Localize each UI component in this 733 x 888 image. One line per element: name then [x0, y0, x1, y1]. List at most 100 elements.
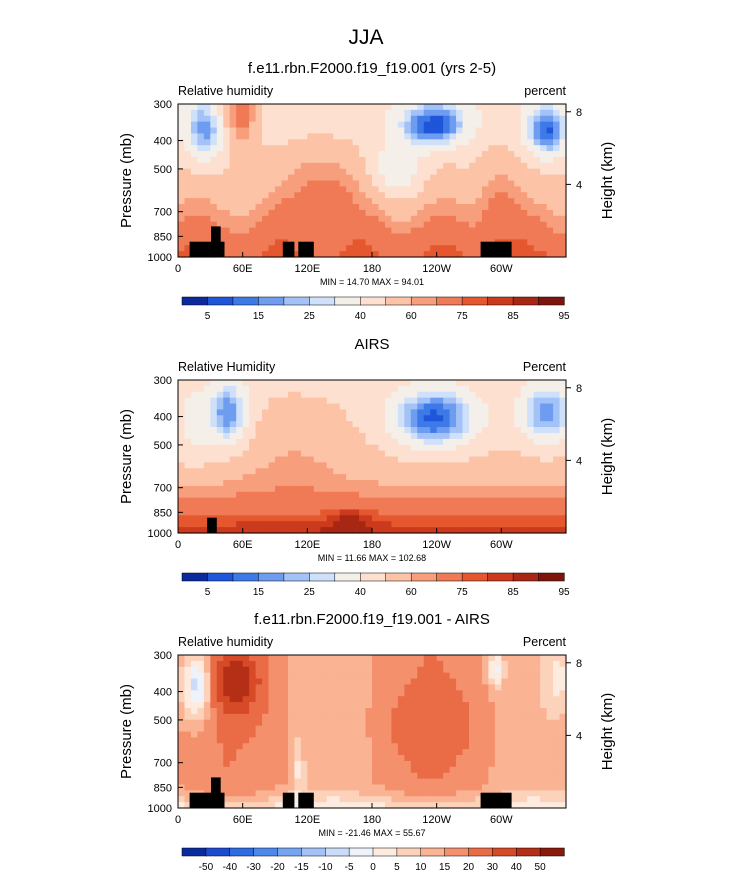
heatmap-cell: [559, 462, 567, 469]
heatmap-cell: [281, 784, 289, 791]
heatmap-cell: [520, 215, 528, 223]
heatmap-cell: [236, 409, 244, 416]
heatmap-cell: [372, 151, 380, 158]
heatmap-cell: [352, 497, 360, 505]
heatmap-cell: [216, 731, 224, 738]
heatmap-cell: [249, 215, 257, 223]
heatmap-cell: [520, 239, 528, 246]
heatmap-cell: [449, 790, 457, 797]
heatmap-cell: [469, 672, 477, 680]
heatmap-cell: [313, 655, 321, 662]
heatmap-cell: [397, 139, 405, 146]
heatmap-cell: [378, 684, 386, 691]
heatmap-cell: [242, 690, 250, 697]
heatmap-cell: [540, 743, 548, 750]
heatmap-cell: [481, 162, 489, 170]
heatmap-cell: [281, 421, 289, 428]
heatmap-cell: [378, 690, 386, 697]
heatmap-cell: [320, 497, 328, 505]
heatmap-cell: [178, 737, 186, 744]
heatmap-cell: [359, 104, 367, 111]
heatmap-cell: [494, 109, 502, 117]
heatmap-cell: [229, 743, 237, 750]
heatmap-cell: [346, 251, 354, 258]
heatmap-cell: [281, 684, 289, 691]
heatmap-cell: [365, 684, 373, 691]
heatmap-cell: [546, 133, 554, 140]
heatmap-cell: [456, 115, 464, 123]
heatmap-cell: [527, 151, 535, 158]
heatmap-cell: [469, 485, 477, 493]
heatmap-cell: [184, 133, 192, 140]
heatmap-cell: [326, 168, 334, 176]
heatmap-cell: [410, 215, 418, 223]
heatmap-cell: [300, 186, 308, 193]
heatmap-cell: [443, 749, 451, 756]
heatmap-cell: [397, 743, 405, 750]
colorbar-swatch: [468, 847, 494, 857]
heatmap-cell: [333, 245, 341, 252]
heatmap-cell: [229, 427, 237, 434]
heatmap-cell: [462, 397, 470, 405]
heatmap-cell: [391, 139, 399, 146]
heatmap-cell: [184, 186, 192, 193]
heatmap-cell: [507, 749, 515, 756]
y-tick-label: 700: [154, 758, 172, 770]
heatmap-cell: [197, 456, 205, 463]
heatmap-cell: [223, 497, 231, 505]
heatmap-cell: [391, 432, 399, 440]
heatmap-cell: [255, 221, 263, 229]
heatmap-cell: [507, 204, 515, 211]
heatmap-cell: [281, 198, 289, 205]
heatmap-cell: [184, 755, 192, 762]
heatmap-cell: [287, 731, 295, 738]
heatmap-cell: [514, 462, 522, 469]
heatmap-cell: [210, 655, 218, 662]
heatmap-cell: [449, 737, 457, 744]
colorbar-swatch: [444, 847, 470, 857]
heatmap-cell: [242, 127, 250, 135]
heatmap-cell: [501, 515, 509, 522]
heatmap-cell: [372, 696, 380, 703]
heatmap-cell: [410, 456, 418, 463]
heatmap-cell: [236, 713, 244, 721]
heatmap-cell: [494, 391, 502, 399]
heatmap-cell: [210, 109, 218, 117]
heatmap-cell: [430, 527, 438, 534]
heatmap-cell: [346, 227, 354, 235]
heatmap-cell: [430, 796, 438, 803]
heatmap-cell: [352, 491, 360, 499]
heatmap-cell: [262, 227, 270, 235]
heatmap-cell: [546, 151, 554, 158]
heatmap-cell: [456, 204, 464, 211]
heatmap-cell: [359, 772, 367, 780]
heatmap-cell: [378, 380, 386, 387]
heatmap-cell: [527, 180, 535, 187]
heatmap-cell: [397, 766, 405, 774]
heatmap-cell: [223, 215, 231, 223]
heatmap-cell: [294, 778, 302, 786]
heatmap-cell: [520, 749, 528, 756]
heatmap-cell: [443, 731, 451, 738]
heatmap-cell: [339, 456, 347, 463]
heatmap-cell: [339, 713, 347, 721]
heatmap-cell: [320, 151, 328, 158]
heatmap-cell: [507, 696, 515, 703]
heatmap-cell: [443, 151, 451, 158]
heatmap-cell: [346, 760, 354, 768]
x-tick-label: 60W: [490, 814, 513, 826]
heatmap-cell: [346, 696, 354, 703]
heatmap-cell: [372, 707, 380, 715]
heatmap-cell: [307, 468, 315, 475]
heatmap-cell: [352, 468, 360, 475]
heatmap-cell: [339, 221, 347, 229]
heatmap-cell: [449, 162, 457, 170]
heatmap-cell: [210, 221, 218, 229]
heatmap-cell: [488, 690, 496, 697]
heatmap-cell: [236, 796, 244, 803]
colorbar-swatch: [385, 296, 412, 306]
heatmap-cell: [546, 485, 554, 493]
heatmap-cell: [294, 731, 302, 738]
heatmap-cell: [352, 485, 360, 493]
heatmap-cell: [469, 778, 477, 786]
